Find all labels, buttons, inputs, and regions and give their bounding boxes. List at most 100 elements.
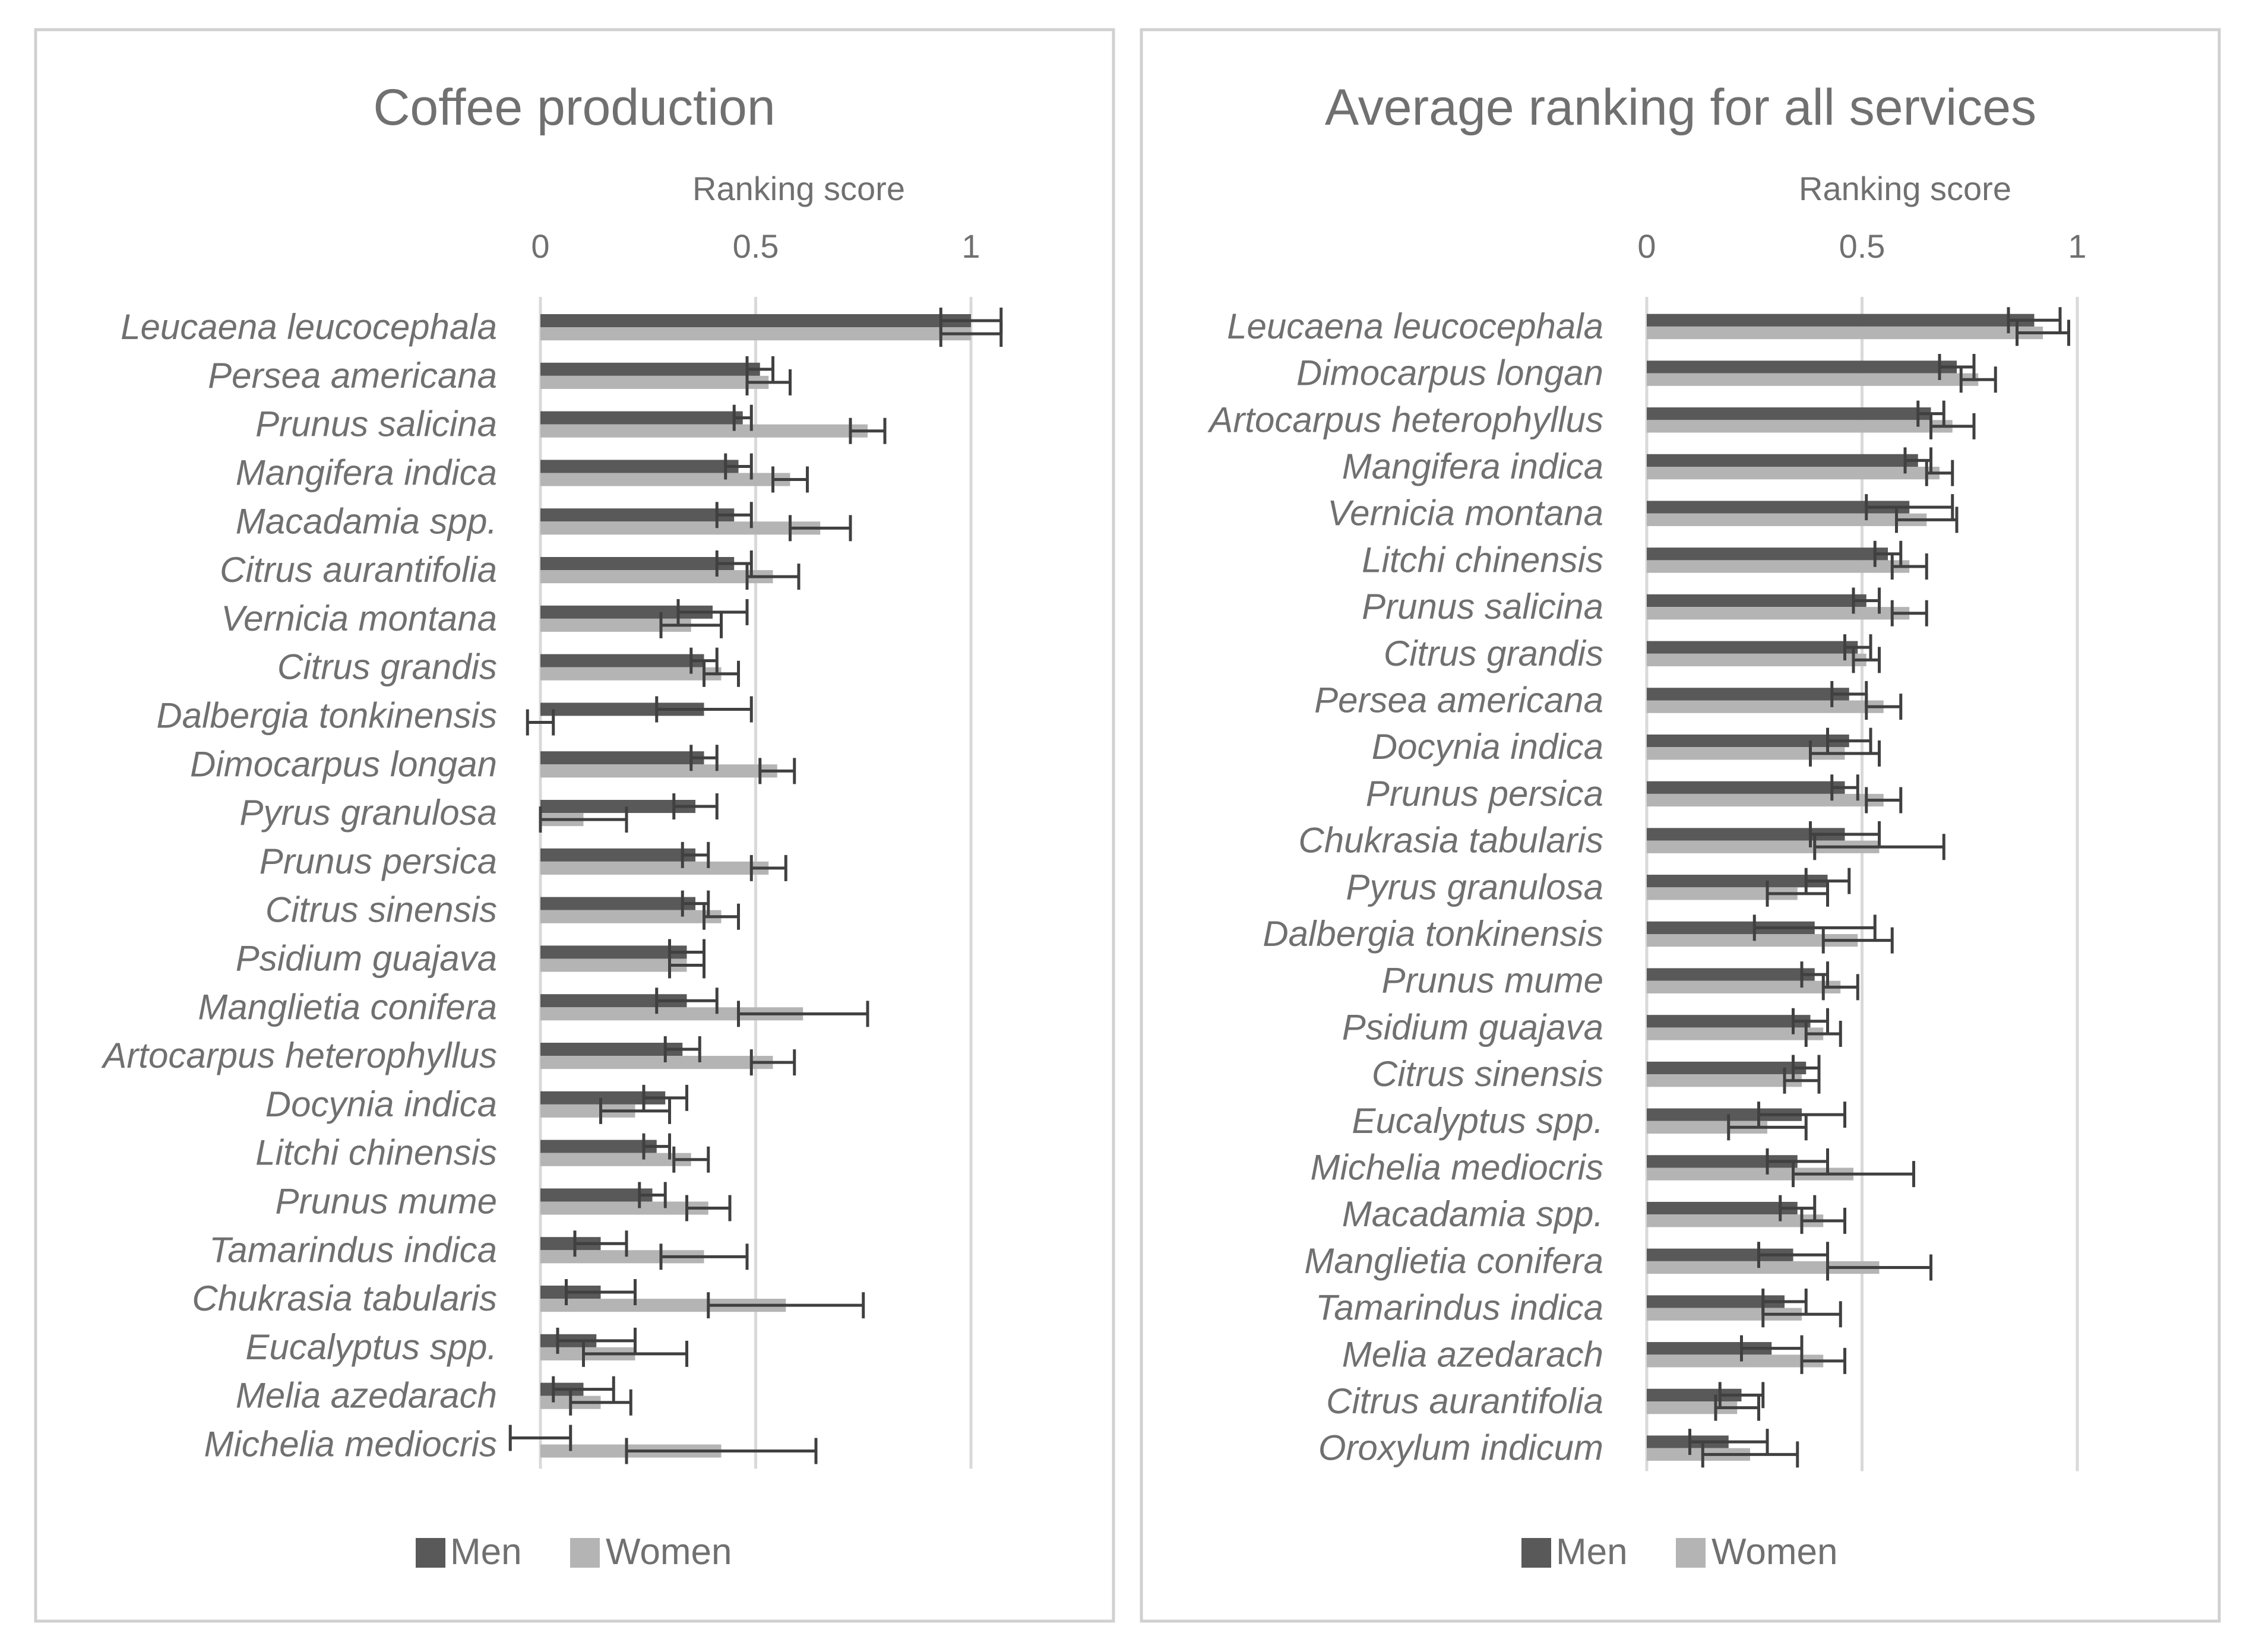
- legend-label-men: Men: [1556, 1531, 1628, 1572]
- bar-women: [540, 424, 868, 438]
- category-label: Citrus aurantifolia: [220, 550, 497, 590]
- bar-men: [540, 994, 687, 1008]
- legend-label-men: Men: [450, 1531, 522, 1572]
- bar-women: [540, 764, 777, 778]
- category-label: Dalbergia tonkinensis: [1263, 914, 1603, 954]
- bar-men: [540, 460, 739, 473]
- bar-men: [540, 1140, 657, 1153]
- category-label: Citrus aurantifolia: [1326, 1381, 1603, 1421]
- bar-women: [540, 1056, 773, 1069]
- bar-men: [540, 556, 735, 571]
- bar-men: [540, 1042, 683, 1056]
- bar-men: [1647, 547, 1888, 561]
- category-label: Dalbergia tonkinensis: [156, 695, 497, 735]
- category-label: Prunus mume: [1382, 961, 1603, 1001]
- category-label: Docynia indica: [265, 1084, 497, 1124]
- category-label: Tamarindus indica: [209, 1230, 497, 1270]
- bar-men: [1647, 1388, 1742, 1402]
- category-label: Michelia mediocris: [1311, 1148, 1603, 1188]
- x-tick-label: 0.5: [733, 227, 779, 265]
- bar-men: [540, 508, 735, 522]
- bar-men: [1647, 594, 1866, 607]
- bar-women: [1647, 1261, 1880, 1274]
- legend-swatch-women: [570, 1538, 600, 1568]
- category-label: Artocarpus heterophyllus: [101, 1036, 497, 1075]
- bar-men: [1647, 1295, 1785, 1308]
- bar-women: [1647, 1214, 1824, 1227]
- x-tick-label: 0.5: [1839, 227, 1885, 265]
- bar-men: [1647, 314, 2035, 327]
- legend-swatch-men: [1521, 1538, 1551, 1568]
- category-label: Michelia mediocris: [204, 1424, 497, 1464]
- x-tick-labels-left: 0 0.5 1: [531, 227, 980, 265]
- category-label: Citrus sinensis: [265, 890, 497, 930]
- category-label: Citrus grandis: [277, 647, 497, 687]
- x-tick-label: 1: [961, 227, 980, 265]
- bar-women: [1647, 653, 1866, 667]
- bar-men: [1647, 734, 1849, 748]
- bar-women: [1647, 934, 1858, 947]
- bar-men: [540, 605, 713, 619]
- bar-men: [1647, 828, 1845, 841]
- bar-men: [540, 702, 704, 716]
- bar-men: [1647, 1201, 1798, 1215]
- bar-men: [540, 945, 687, 959]
- bar-women: [1647, 373, 1979, 386]
- category-label: Psidium guajava: [1342, 1007, 1603, 1047]
- bar-men: [1647, 1435, 1729, 1448]
- category-label: Litchi chinensis: [1362, 540, 1603, 580]
- category-label: Artocarpus heterophyllus: [1207, 400, 1603, 439]
- category-label: Chukrasia tabularis: [192, 1278, 497, 1318]
- legend-swatch-men: [416, 1538, 445, 1568]
- bars-left: [508, 308, 1003, 1464]
- category-label: Prunus mume: [276, 1181, 497, 1221]
- bar-men: [1647, 454, 1918, 467]
- bar-men: [540, 654, 704, 667]
- coffee-production-panel: Coffee production Ranking score 0 0.5 1 …: [34, 28, 1115, 1623]
- chart-title-left: Coffee production: [373, 79, 775, 136]
- chart-title-right: Average ranking for all services: [1325, 79, 2036, 136]
- bar-men: [1647, 921, 1815, 935]
- category-label: Persea americana: [208, 356, 497, 395]
- bar-women: [1647, 1121, 1767, 1134]
- category-label: Melia azedarach: [1342, 1334, 1603, 1374]
- bar-women: [540, 1299, 786, 1312]
- legend-label-women: Women: [606, 1531, 732, 1572]
- bars-right: [1647, 307, 2070, 1468]
- bar-men: [540, 314, 971, 328]
- category-label: Chukrasia tabularis: [1298, 821, 1603, 860]
- bar-men: [1647, 641, 1858, 654]
- x-tick-label: 0: [531, 227, 549, 265]
- bar-men: [1647, 968, 1815, 981]
- bar-women: [1647, 793, 1884, 807]
- bar-men: [1647, 360, 1957, 374]
- bar-women: [540, 1250, 704, 1264]
- x-tick-labels-right: 0 0.5 1: [1637, 227, 2086, 265]
- category-label: Prunus salicina: [1362, 587, 1603, 626]
- bar-women: [1647, 1448, 1750, 1461]
- bar-men: [1647, 688, 1849, 701]
- x-tick-label: 1: [2068, 227, 2086, 265]
- category-label: Leucaena leucocephala: [1227, 306, 1603, 346]
- bar-women: [540, 473, 790, 486]
- bar-women: [1647, 1027, 1824, 1040]
- bar-women: [540, 910, 722, 923]
- category-label: Dimocarpus longan: [1296, 353, 1603, 393]
- bar-men: [1647, 875, 1828, 888]
- category-label: Citrus grandis: [1384, 634, 1603, 673]
- bar-women: [1647, 700, 1884, 713]
- bar-women: [540, 1104, 635, 1118]
- category-label: Vernicia montana: [1327, 493, 1603, 533]
- legend-left: Men Women: [416, 1531, 732, 1572]
- legend-label-women: Women: [1711, 1531, 1838, 1572]
- bar-men: [540, 1237, 601, 1251]
- category-label: Eucalyptus spp.: [1352, 1101, 1603, 1141]
- x-axis-label-right: Ranking score: [1799, 170, 2011, 207]
- bar-men: [540, 751, 704, 765]
- bar-women: [540, 1201, 708, 1215]
- bar-women: [1647, 1354, 1824, 1368]
- bar-men: [540, 799, 695, 814]
- bar-women: [540, 327, 971, 341]
- bar-men: [540, 848, 695, 862]
- category-label: Dimocarpus longan: [190, 744, 497, 784]
